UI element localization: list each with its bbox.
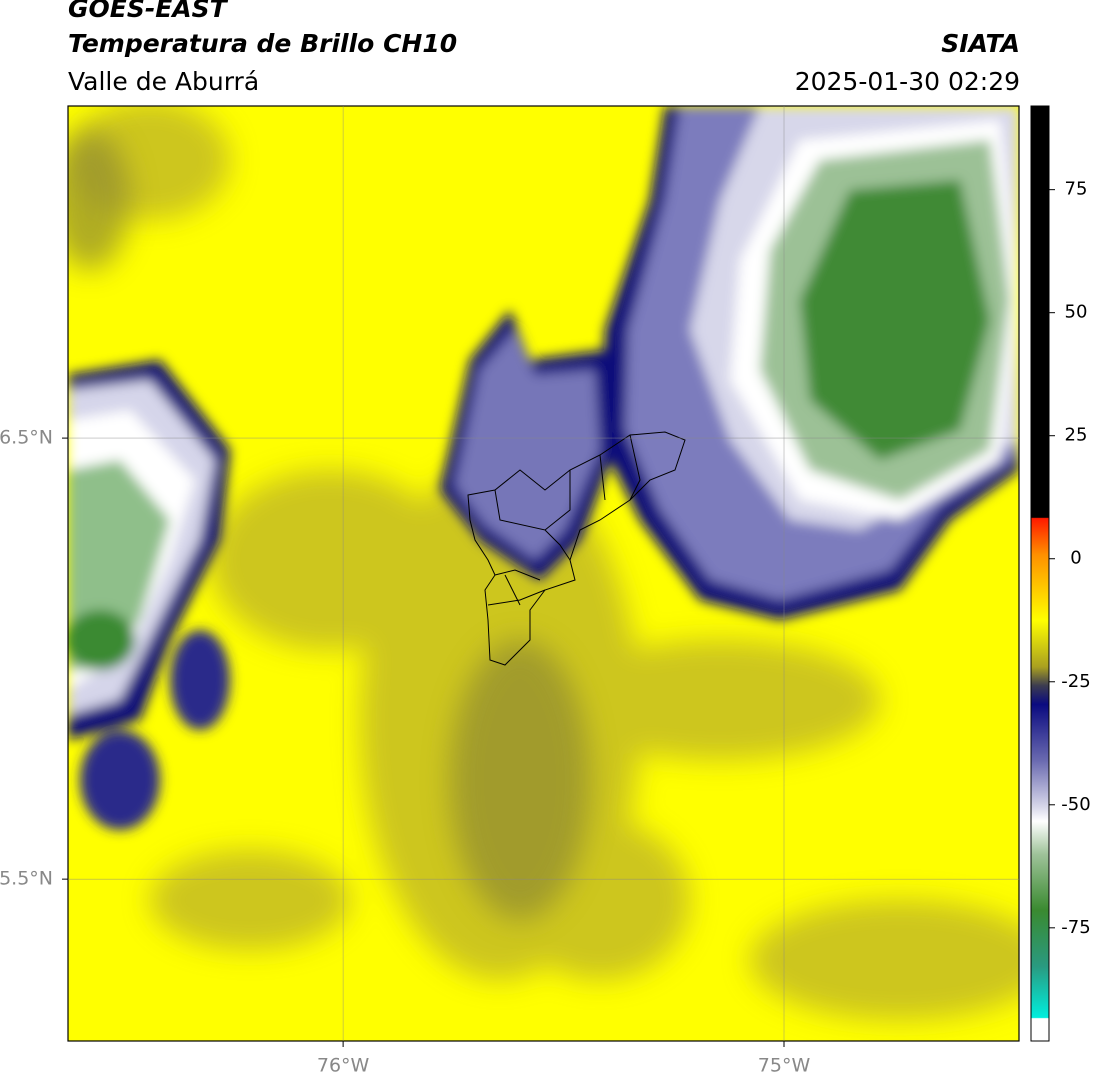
lat-tick-label: 5.5°N — [0, 868, 53, 890]
municipal-borders — [467, 431, 686, 666]
colorbar-tick-label: -50 — [1061, 794, 1090, 815]
subtitle: Temperatura de Brillo CH10 — [68, 29, 458, 58]
colorbar-tick-label: 25 — [1065, 425, 1088, 446]
lat-tick-label: 6.5°N — [0, 427, 53, 449]
colorbar-tick-label: -25 — [1061, 671, 1090, 692]
lon-tick-label: 76°W — [317, 1055, 370, 1077]
source: SIATA — [941, 29, 1020, 58]
colorbar-tick-label: 0 — [1070, 548, 1081, 569]
map-frame — [67, 105, 1020, 1042]
datetime: 2025-01-30 02:29 — [794, 67, 1020, 96]
lon-tick-label: 75°W — [758, 1055, 811, 1077]
colorbar-tick-label: 75 — [1065, 179, 1088, 200]
region: Valle de Aburrá — [68, 67, 260, 96]
colorbar-tick-label: 50 — [1065, 302, 1088, 323]
title: GOES-EAST — [68, 0, 227, 23]
satellite-image — [68, 106, 1019, 1041]
colorbar — [1030, 105, 1050, 1042]
colorbar-tick-label: -75 — [1061, 917, 1090, 938]
